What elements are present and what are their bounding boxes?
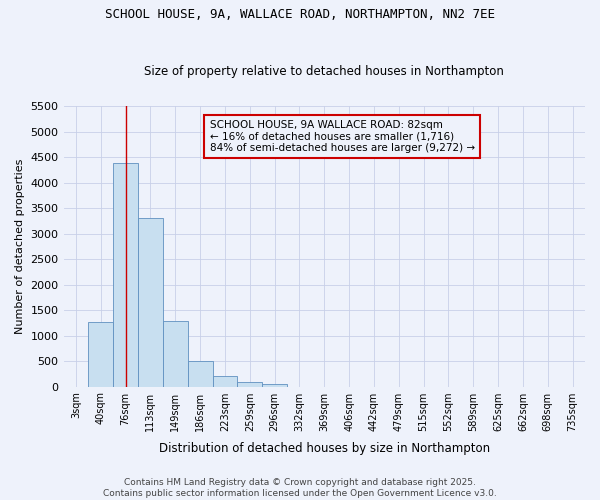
Bar <box>188 360 212 386</box>
Y-axis label: Number of detached properties: Number of detached properties <box>15 158 25 334</box>
Title: Size of property relative to detached houses in Northampton: Size of property relative to detached ho… <box>145 66 504 78</box>
Bar <box>163 322 188 386</box>
Text: SCHOOL HOUSE, 9A, WALLACE ROAD, NORTHAMPTON, NN2 7EE: SCHOOL HOUSE, 9A, WALLACE ROAD, NORTHAMP… <box>105 8 495 20</box>
Text: Contains HM Land Registry data © Crown copyright and database right 2025.
Contai: Contains HM Land Registry data © Crown c… <box>103 478 497 498</box>
Text: SCHOOL HOUSE, 9A WALLACE ROAD: 82sqm
← 16% of detached houses are smaller (1,716: SCHOOL HOUSE, 9A WALLACE ROAD: 82sqm ← 1… <box>209 120 475 154</box>
Bar <box>113 163 138 386</box>
Bar <box>238 382 262 386</box>
Bar <box>88 322 113 386</box>
Bar <box>212 376 238 386</box>
X-axis label: Distribution of detached houses by size in Northampton: Distribution of detached houses by size … <box>159 442 490 455</box>
Bar <box>138 218 163 386</box>
Bar <box>262 384 287 386</box>
